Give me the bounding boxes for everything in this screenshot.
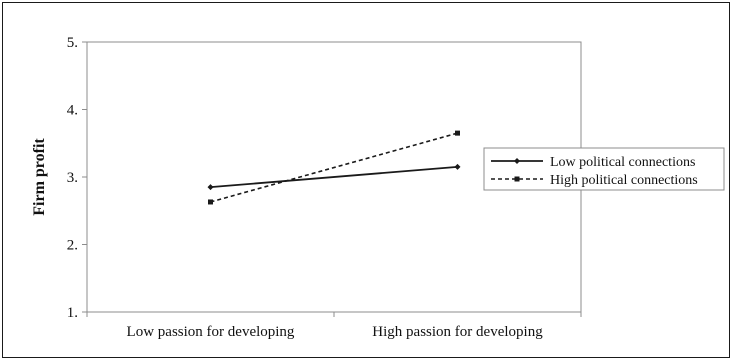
- legend-box: [483, 147, 725, 191]
- y-axis-label: Firm profit: [31, 138, 48, 216]
- y-tick-label: 4.: [67, 103, 78, 119]
- data-point-diamond: [207, 184, 214, 191]
- y-tick-label: 2.: [67, 238, 78, 254]
- y-tick-label: 3.: [67, 170, 78, 186]
- legend: Low political connections High political …: [483, 147, 725, 191]
- legend-marker-square: [514, 176, 520, 182]
- x-tick-label: Low passion for developing: [127, 324, 295, 340]
- data-point-square: [455, 130, 460, 136]
- y-axis: 1. 2. 3. 4. 5.: [67, 35, 87, 321]
- series-layer: [207, 130, 461, 205]
- series-line-high-political-connections: [210, 132, 458, 203]
- legend-label: Low political connections: [550, 155, 695, 170]
- data-point-square: [208, 199, 213, 205]
- x-tick-label: High passion for developing: [372, 324, 543, 340]
- legend-label: High political connections: [550, 173, 698, 188]
- series-line-low-political-connections: [210, 165, 458, 189]
- x-axis: Low passion for developing High passion f…: [86, 312, 582, 340]
- y-tick-label: 5.: [67, 35, 78, 51]
- legend-marker-diamond: [514, 158, 520, 164]
- y-tick-label: 1.: [67, 305, 78, 321]
- data-point-diamond: [454, 163, 461, 170]
